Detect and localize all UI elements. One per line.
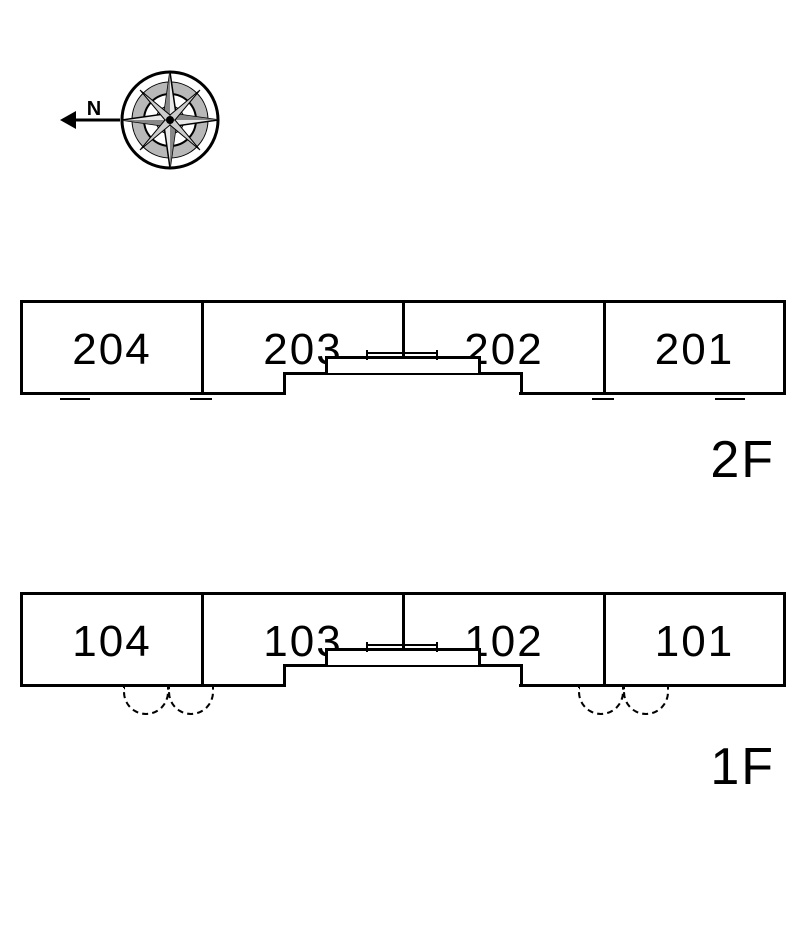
room-204: 204 <box>20 300 204 395</box>
compass: N <box>60 55 230 190</box>
door-tick <box>366 350 368 360</box>
room-104: 104 <box>20 592 204 687</box>
room-201: 201 <box>603 300 786 395</box>
door-tick <box>436 642 438 652</box>
door-swing-icon <box>623 687 669 715</box>
svg-text:N: N <box>87 98 101 120</box>
room-label: 201 <box>606 325 783 375</box>
door-tick <box>366 642 368 652</box>
door-mark <box>190 398 212 400</box>
door-cap <box>366 352 436 354</box>
room-101: 101 <box>603 592 786 687</box>
floor-label-1f: 1F <box>710 737 775 797</box>
room-label: 101 <box>606 617 783 667</box>
door-swing-icon <box>123 687 169 715</box>
door-mark <box>592 398 614 400</box>
floor-1f: 104 103 102 101 1F <box>20 592 780 702</box>
step-notch <box>283 372 523 395</box>
door-mark <box>715 398 745 400</box>
door-mark <box>60 398 90 400</box>
room-label: 104 <box>23 617 201 667</box>
step-notch <box>283 664 523 687</box>
baseline <box>519 392 783 395</box>
room-label: 204 <box>23 325 201 375</box>
door-swing-icon <box>578 687 624 715</box>
floor-label-2f: 2F <box>710 430 775 490</box>
step-notch <box>325 648 481 665</box>
door-cap <box>366 644 436 646</box>
door-swings <box>20 687 780 727</box>
floor-2f: 204 203 202 201 2F <box>20 300 780 410</box>
step-notch <box>325 356 481 373</box>
door-tick <box>436 350 438 360</box>
door-swing-icon <box>168 687 214 715</box>
baseline <box>20 392 284 395</box>
